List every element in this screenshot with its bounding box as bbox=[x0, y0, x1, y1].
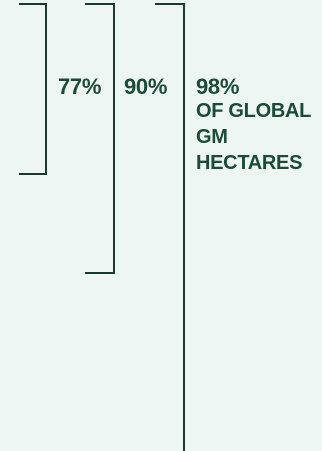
bracket-90-percent bbox=[85, 3, 115, 274]
bracket-98-percent bbox=[155, 3, 185, 451]
description-line: OF GLOBAL bbox=[196, 100, 312, 122]
description-line: HECTARES bbox=[196, 152, 303, 174]
description-line: GM bbox=[196, 126, 228, 148]
label-90-percent: 90% bbox=[124, 74, 168, 99]
label-98-percent: 98% bbox=[196, 74, 240, 99]
description-global-gm-hectares: OF GLOBAL GM HECTARES bbox=[196, 98, 311, 176]
bracket-77-percent bbox=[19, 3, 47, 175]
label-77-percent: 77% bbox=[58, 74, 102, 99]
